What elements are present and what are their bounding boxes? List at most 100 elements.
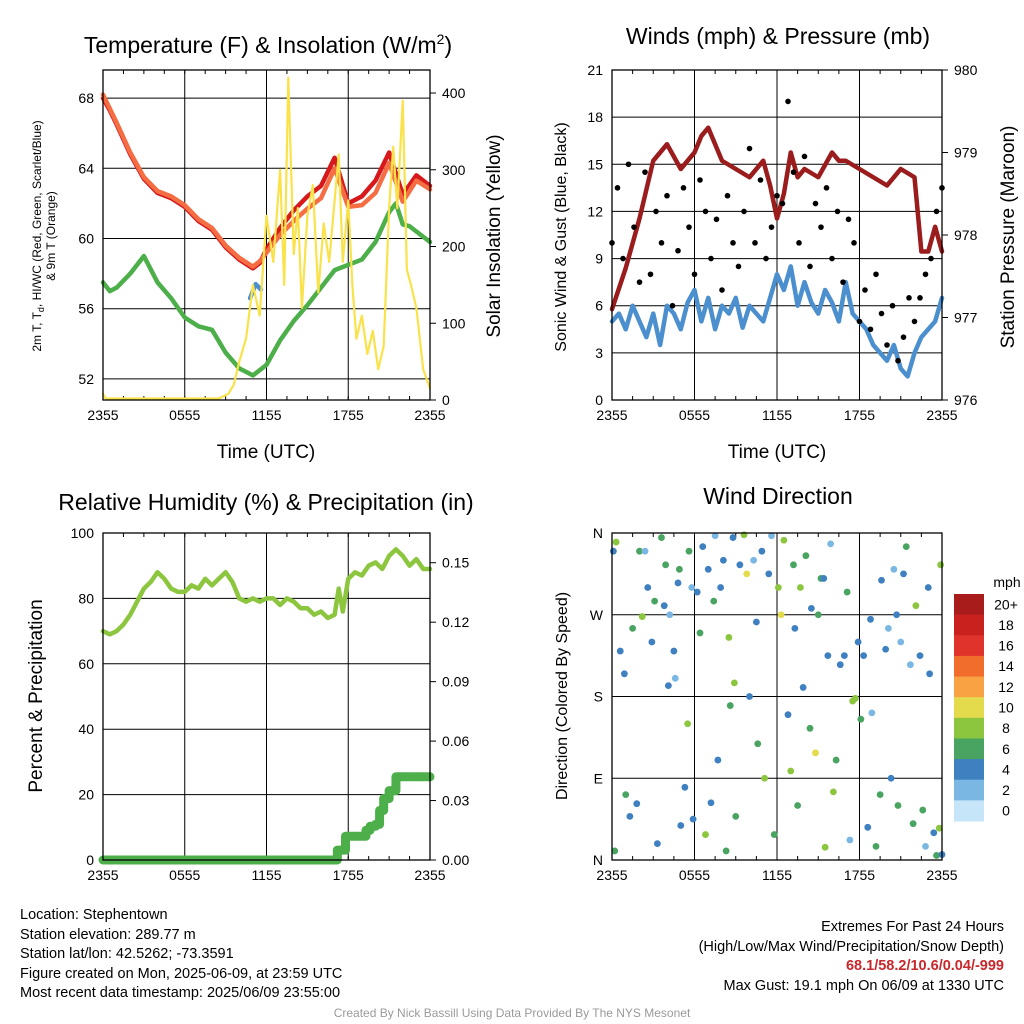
direction-point (814, 611, 822, 619)
direction-point (791, 624, 799, 632)
colorbar-swatch (954, 759, 984, 781)
gust-point (818, 224, 824, 230)
colorbar-swatch (954, 676, 984, 698)
gust-point (873, 271, 879, 278)
direction-point (802, 552, 810, 560)
gust-point (708, 255, 714, 262)
temperature-y-tick-label: 64 (78, 160, 94, 176)
direction-point (840, 652, 848, 660)
colorbar-label: 6 (1002, 741, 1010, 757)
extremes-values: 68.1/58.2/10.6/0.04/-999 (845, 958, 1004, 974)
temperature-ylabel-left: 2m T, Td, HI/WC (Red, Green, Scarlet/Blu… (30, 120, 46, 351)
direction-point (666, 611, 674, 619)
temperature-series-line (100, 201, 433, 378)
winds-x-tick-label: 1155 (762, 407, 792, 423)
humidity-y-tick-label: 0 (86, 852, 94, 868)
direction-point (893, 611, 901, 619)
direction-point (843, 588, 851, 596)
winds-x-tick-label: 1755 (844, 407, 875, 423)
gust-point (642, 169, 648, 175)
humidity-title: Relative Humidity (%) & Precipitation (i… (58, 489, 473, 515)
gust-point (730, 240, 736, 246)
direction-point (611, 847, 619, 855)
direction-point (882, 645, 890, 653)
gust-point (801, 153, 808, 160)
colorbar-swatch (954, 800, 984, 822)
gust-point (779, 200, 786, 207)
direction-point (746, 693, 753, 700)
winds-y-tick-label: 9 (595, 251, 603, 267)
colorbar-label: 2 (1002, 782, 1010, 798)
winds-y-tick-label: 6 (595, 298, 603, 314)
direction-point (704, 565, 712, 573)
direction-point (641, 547, 649, 555)
direction-point (696, 629, 704, 637)
colorbar-swatch (954, 614, 984, 636)
gust-point (757, 177, 764, 183)
winds-x-tick-label: 2355 (926, 407, 957, 423)
temperature-frame (102, 69, 431, 401)
direction-y-tick-label: N (593, 525, 603, 541)
direction-point (794, 802, 802, 809)
direction-title: Wind Direction (703, 483, 853, 509)
direction-point (799, 684, 807, 691)
direction-point (854, 638, 862, 646)
winds-y-tick-label: 0 (595, 392, 603, 408)
winds-y-tick-label: 18 (587, 109, 603, 125)
temperature-y-right-tick-label: 100 (442, 315, 466, 331)
colorbar-label: 12 (998, 679, 1014, 695)
direction-point (609, 547, 617, 555)
gust-point (862, 287, 868, 293)
direction-point (743, 570, 751, 578)
gust-point (889, 302, 896, 309)
credit-line: Created By Nick Bassill Using Data Provi… (333, 1006, 691, 1020)
gust-point (823, 185, 830, 191)
gust-point (933, 208, 940, 215)
winds-y-right-tick-label: 976 (954, 392, 978, 408)
direction-point (707, 799, 715, 807)
direction-point (644, 584, 652, 591)
temperature-y-tick-label: 56 (78, 301, 94, 317)
winds-y-right-tick-label: 978 (954, 227, 978, 243)
humidity-y-right-tick-label: 0.09 (442, 674, 469, 690)
direction-point (750, 556, 758, 564)
direction-point (681, 783, 689, 791)
direction-point (730, 679, 738, 687)
direction-point (912, 602, 920, 610)
gust-point (697, 177, 703, 183)
direction-point (648, 638, 656, 646)
direction-point (638, 613, 646, 620)
winds-y-tick-label: 12 (587, 203, 603, 219)
gust-point (636, 279, 643, 285)
direction-point (736, 561, 744, 569)
direction-point (884, 624, 892, 632)
temperature-y-right-tick-label: 0 (442, 392, 450, 408)
station-elevation: Station elevation: 289.77 m (20, 926, 196, 943)
direction-point (824, 652, 832, 660)
gust-point (807, 263, 813, 270)
direction-point (821, 843, 829, 851)
recent-data-timestamp: Most recent data timestamp: 2025/06/09 2… (20, 985, 341, 1001)
winds-xlabel: Time (UTC) (728, 442, 827, 463)
winds-y-right-tick-label: 977 (954, 310, 978, 326)
direction-y-tick-label: E (594, 770, 603, 786)
direction-point (890, 565, 898, 573)
colorbar-swatch (954, 717, 984, 739)
colorbar-swatch (954, 697, 984, 719)
direction-point (868, 709, 876, 717)
direction-x-tick-label: 2355 (596, 867, 627, 883)
direction-point (897, 638, 905, 646)
winds-y-tick-label: 15 (587, 156, 603, 172)
gust-point (763, 255, 769, 262)
gust-point (653, 208, 659, 215)
colorbar-label: 14 (998, 658, 1014, 674)
gust-point (785, 98, 791, 105)
winds-series-line (609, 264, 945, 379)
winds-y-right-tick-label: 979 (954, 145, 978, 161)
temperature-series-line (100, 92, 433, 269)
direction-point (752, 618, 760, 626)
direction-point (675, 565, 683, 573)
gust-point (741, 208, 747, 215)
direction-point (726, 702, 734, 709)
